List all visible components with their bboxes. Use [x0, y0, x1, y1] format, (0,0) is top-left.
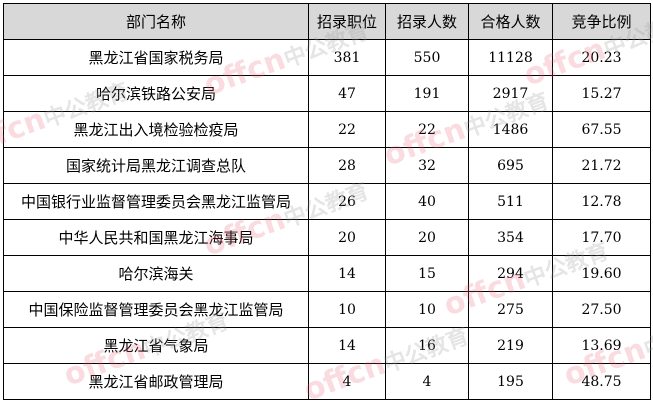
column-header: 竞争比例: [552, 3, 651, 40]
value-cell: 195: [468, 363, 553, 400]
value-cell: 550: [385, 39, 469, 76]
value-cell: 191: [385, 75, 469, 112]
department-name-cell: 国家统计局黑龙江调查总队: [3, 147, 309, 184]
value-cell: 11128: [468, 39, 553, 76]
column-header: 招录人数: [385, 3, 469, 40]
column-header: 合格人数: [468, 3, 553, 40]
table-row: 黑龙江省气象局 14 16 219 13.69: [3, 327, 651, 364]
value-cell: 13.69: [552, 327, 651, 364]
department-name-cell: 黑龙江省国家税务局: [3, 39, 309, 76]
department-name-cell: 黑龙江出入境检验检疫局: [3, 111, 309, 148]
department-name-cell: 中国保险监督管理委员会黑龙江监管局: [3, 291, 309, 328]
column-header: 部门名称: [3, 3, 309, 40]
column-header: 招录职位: [308, 3, 386, 40]
value-cell: 16: [385, 327, 469, 364]
table-row: 国家统计局黑龙江调查总队 28 32 695 21.72: [3, 147, 651, 184]
value-cell: 4: [385, 363, 469, 400]
table-row: 中国银行业监督管理委员会黑龙江监管局 26 40 511 12.78: [3, 183, 651, 220]
value-cell: 381: [308, 39, 386, 76]
value-cell: 48.75: [552, 363, 651, 400]
value-cell: 12.78: [552, 183, 651, 220]
value-cell: 10: [308, 291, 386, 328]
value-cell: 511: [468, 183, 553, 220]
value-cell: 14: [308, 327, 386, 364]
value-cell: 14: [308, 255, 386, 292]
department-name-cell: 哈尔滨铁路公安局: [3, 75, 309, 112]
value-cell: 32: [385, 147, 469, 184]
value-cell: 1486: [468, 111, 553, 148]
value-cell: 4: [308, 363, 386, 400]
department-name-cell: 中国银行业监督管理委员会黑龙江监管局: [3, 183, 309, 220]
value-cell: 22: [308, 111, 386, 148]
value-cell: 19.60: [552, 255, 651, 292]
value-cell: 67.55: [552, 111, 651, 148]
header-row: 部门名称 招录职位 招录人数 合格人数 竞争比例: [3, 3, 651, 40]
table-row: 哈尔滨海关 14 15 294 19.60: [3, 255, 651, 292]
department-name-cell: 黑龙江省邮政管理局: [3, 363, 309, 400]
value-cell: 26: [308, 183, 386, 220]
value-cell: 20.23: [552, 39, 651, 76]
value-cell: 15: [385, 255, 469, 292]
table-row: 哈尔滨铁路公安局 47 191 2917 15.27: [3, 75, 651, 112]
value-cell: 40: [385, 183, 469, 220]
value-cell: 10: [385, 291, 469, 328]
value-cell: 15.27: [552, 75, 651, 112]
table-row: 黑龙江省国家税务局 381 550 11128 20.23: [3, 39, 651, 76]
value-cell: 20: [308, 219, 386, 256]
table-row: 黑龙江省邮政管理局 4 4 195 48.75: [3, 363, 651, 400]
value-cell: 27.50: [552, 291, 651, 328]
value-cell: 20: [385, 219, 469, 256]
value-cell: 354: [468, 219, 553, 256]
table-row: 中国保险监督管理委员会黑龙江监管局 10 10 275 27.50: [3, 291, 651, 328]
value-cell: 294: [468, 255, 553, 292]
value-cell: 2917: [468, 75, 553, 112]
value-cell: 219: [468, 327, 553, 364]
value-cell: 28: [308, 147, 386, 184]
table-row: 黑龙江出入境检验检疫局 22 22 1486 67.55: [3, 111, 651, 148]
recruitment-table: 部门名称 招录职位 招录人数 合格人数 竞争比例 黑龙江省国家税务局 381 550 1112…: [3, 3, 651, 400]
value-cell: 22: [385, 111, 469, 148]
department-name-cell: 哈尔滨海关: [3, 255, 309, 292]
department-name-cell: 黑龙江省气象局: [3, 327, 309, 364]
value-cell: 47: [308, 75, 386, 112]
value-cell: 21.72: [552, 147, 651, 184]
value-cell: 275: [468, 291, 553, 328]
table-row: 中华人民共和国黑龙江海事局 20 20 354 17.70: [3, 219, 651, 256]
value-cell: 17.70: [552, 219, 651, 256]
department-name-cell: 中华人民共和国黑龙江海事局: [3, 219, 309, 256]
value-cell: 695: [468, 147, 553, 184]
